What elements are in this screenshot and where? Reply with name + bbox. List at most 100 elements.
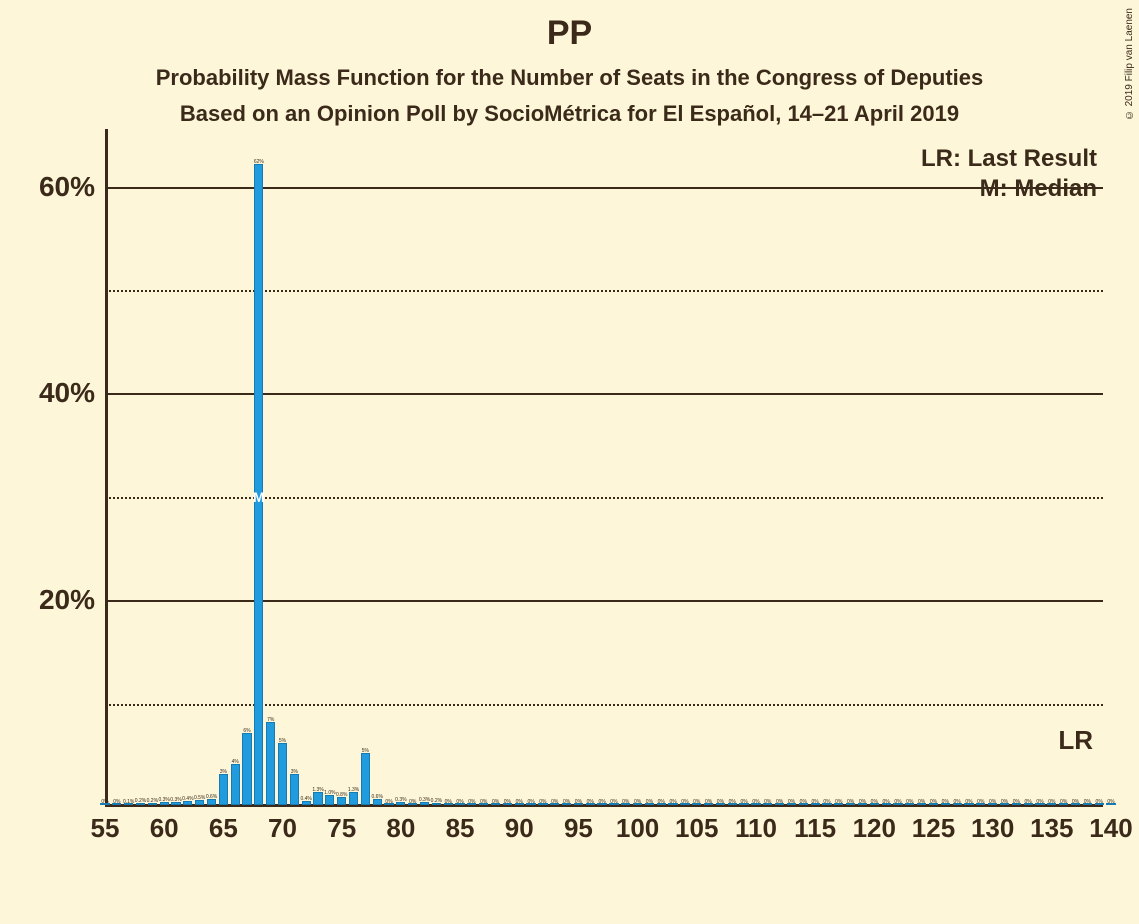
bar-value-label: 0% xyxy=(504,799,511,805)
bar-value-label: 0% xyxy=(516,799,523,805)
bar-value-label: 0% xyxy=(823,799,830,805)
bar xyxy=(325,795,334,805)
bar-value-label: 0% xyxy=(729,799,736,805)
chart-subtitle-1: Probability Mass Function for the Number… xyxy=(0,53,1139,91)
bar-value-label: 0% xyxy=(740,799,747,805)
bar-value-label: 0% xyxy=(587,799,594,805)
bar-value-label: 1.3% xyxy=(312,787,323,793)
bar-value-label: 0.8% xyxy=(336,792,347,798)
x-tick-label: 70 xyxy=(268,807,297,844)
bar xyxy=(337,797,346,805)
bar-value-label: 0% xyxy=(752,799,759,805)
bar-value-label: 0% xyxy=(575,799,582,805)
bar-value-label: 0% xyxy=(658,799,665,805)
bar xyxy=(254,164,263,805)
bar-value-label: 0% xyxy=(669,799,676,805)
bar-value-label: 0.6% xyxy=(206,794,217,800)
bar-value-label: 0% xyxy=(776,799,783,805)
bar-value-label: 0% xyxy=(859,799,866,805)
bar-value-label: 0% xyxy=(551,799,558,805)
bar-value-label: 0% xyxy=(906,799,913,805)
x-tick-label: 130 xyxy=(971,807,1014,844)
bar-value-label: 4% xyxy=(232,759,239,765)
bar-value-label: 0.5% xyxy=(194,795,205,801)
bar-value-label: 0.2% xyxy=(431,798,442,804)
y-tick-label: 60% xyxy=(39,171,105,203)
bar-value-label: 0% xyxy=(788,799,795,805)
bar-value-label: 0% xyxy=(883,799,890,805)
bar-value-label: 3% xyxy=(220,769,227,775)
bar-value-label: 0% xyxy=(563,799,570,805)
bar-value-label: 0.4% xyxy=(300,796,311,802)
bar-value-label: 0% xyxy=(634,799,641,805)
bar-value-label: 0% xyxy=(835,799,842,805)
bar-value-label: 0% xyxy=(871,799,878,805)
bar-value-label: 0% xyxy=(468,799,475,805)
copyright-label: © 2019 Filip van Laenen xyxy=(1124,8,1135,120)
bar-value-label: 0.3% xyxy=(158,797,169,803)
bar-value-label: 0% xyxy=(598,799,605,805)
bar-value-label: 0% xyxy=(385,799,392,805)
bar-value-label: 7% xyxy=(267,717,274,723)
bar-value-label: 0.3% xyxy=(419,797,430,803)
bar xyxy=(349,792,358,805)
bar-value-label: 0% xyxy=(1084,799,1091,805)
x-tick-label: 110 xyxy=(735,807,777,844)
bar-value-label: 0% xyxy=(113,799,120,805)
bar-value-label: 0% xyxy=(918,799,925,805)
chart-plot-area: 20%40%60%5560657075808590951001051101151… xyxy=(105,135,1111,807)
bar-value-label: 3% xyxy=(291,769,298,775)
bar-value-label: 0% xyxy=(1025,799,1032,805)
x-tick-label: 85 xyxy=(446,807,475,844)
bar xyxy=(219,774,228,805)
x-tick-label: 75 xyxy=(327,807,356,844)
bar-value-label: 0% xyxy=(965,799,972,805)
bar-value-label: 0% xyxy=(764,799,771,805)
bar-value-label: 0% xyxy=(1060,799,1067,805)
x-tick-label: 90 xyxy=(505,807,534,844)
bar-value-label: 0% xyxy=(646,799,653,805)
bar-value-label: 5% xyxy=(279,738,286,744)
bar-value-label: 0% xyxy=(954,799,961,805)
bar-value-label: 0.2% xyxy=(135,798,146,804)
bar-value-label: 0% xyxy=(539,799,546,805)
x-tick-label: 140 xyxy=(1089,807,1132,844)
bar-value-label: 0.1% xyxy=(123,799,134,805)
chart-subtitle-2: Based on an Opinion Poll by SocioMétrica… xyxy=(0,91,1139,127)
bar-value-label: 0% xyxy=(1013,799,1020,805)
bar-value-label: 0% xyxy=(1048,799,1055,805)
x-tick-label: 100 xyxy=(616,807,659,844)
bar-value-label: 6% xyxy=(243,728,250,734)
bar-value-label: 0% xyxy=(1001,799,1008,805)
x-tick-label: 95 xyxy=(564,807,593,844)
bar-value-label: 5% xyxy=(362,748,369,754)
legend-median: M: Median xyxy=(980,175,1097,203)
bar-value-label: 0% xyxy=(800,799,807,805)
chart-title: PP xyxy=(0,0,1139,53)
bar-value-label: 0.3% xyxy=(395,797,406,803)
x-tick-label: 120 xyxy=(853,807,896,844)
y-tick-label: 20% xyxy=(39,584,105,616)
bar xyxy=(231,764,240,805)
x-tick-label: 135 xyxy=(1030,807,1073,844)
bar xyxy=(290,774,299,805)
bar-value-label: 0.2% xyxy=(147,798,158,804)
bar-value-label: 0.4% xyxy=(182,796,193,802)
bar-value-label: 0% xyxy=(480,799,487,805)
bar-value-label: 0% xyxy=(681,799,688,805)
bar-value-label: 0% xyxy=(1036,799,1043,805)
bar-value-label: 0% xyxy=(894,799,901,805)
legend-last-result: LR: Last Result xyxy=(921,145,1097,173)
bar-value-label: 0% xyxy=(1072,799,1079,805)
bar-value-label: 0% xyxy=(693,799,700,805)
bar-value-label: 0% xyxy=(622,799,629,805)
bar-value-label: 0% xyxy=(847,799,854,805)
x-tick-label: 105 xyxy=(675,807,718,844)
bar-value-label: 0% xyxy=(492,799,499,805)
bar-value-label: 0% xyxy=(717,799,724,805)
y-tick-label: 40% xyxy=(39,377,105,409)
x-tick-label: 115 xyxy=(794,807,836,844)
bar-value-label: 0% xyxy=(1107,799,1114,805)
bar-value-label: 0% xyxy=(409,799,416,805)
x-tick-label: 60 xyxy=(150,807,179,844)
